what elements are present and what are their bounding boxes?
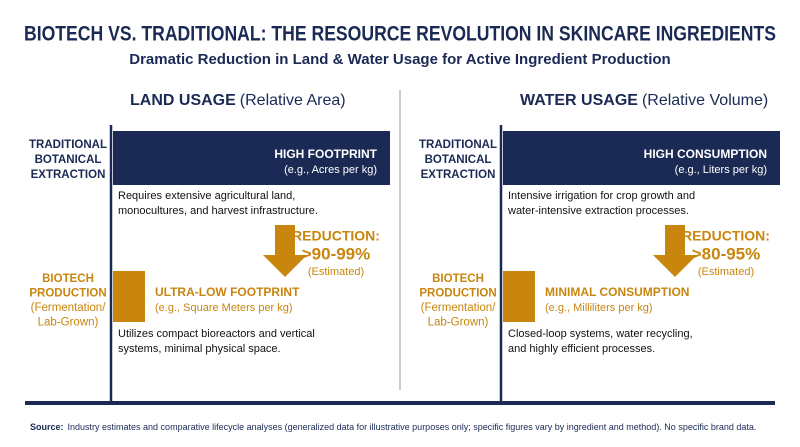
reduction-label: REDUCTION: bbox=[292, 228, 380, 244]
reduction-label: REDUCTION: bbox=[682, 228, 770, 244]
reduction-arrow bbox=[653, 225, 697, 277]
reduction-value: >80-95% bbox=[692, 244, 761, 263]
traditional-title: HIGH CONSUMPTION bbox=[644, 147, 767, 161]
biotech-bar bbox=[113, 271, 145, 322]
panel-header-title: LAND USAGE bbox=[130, 92, 236, 109]
biotech-label: PRODUCTION bbox=[419, 288, 496, 300]
biotech-label: BIOTECH bbox=[42, 273, 94, 285]
biotech-label: PRODUCTION bbox=[29, 288, 106, 300]
biotech-desc: Closed-loop systems, water recycling, bbox=[508, 328, 693, 340]
panel-header: WATER USAGE (Relative Volume) bbox=[520, 92, 768, 109]
reduction-note: (Estimated) bbox=[698, 266, 754, 278]
reduction-arrow bbox=[263, 225, 307, 277]
source-text: Industry estimates and comparative lifec… bbox=[68, 422, 757, 432]
panel-header-note: (Relative Area) bbox=[240, 92, 346, 109]
biotech-note: (e.g., Square Meters per kg) bbox=[155, 302, 293, 314]
biotech-label: (Fermentation/ bbox=[421, 302, 497, 314]
traditional-note: (e.g., Liters per kg) bbox=[675, 164, 767, 176]
biotech-desc: and highly efficient processes. bbox=[508, 343, 655, 355]
traditional-bar bbox=[113, 131, 390, 185]
biotech-label: BIOTECH bbox=[432, 273, 484, 285]
biotech-label: Lab-Grown) bbox=[428, 317, 489, 329]
traditional-label: TRADITIONAL bbox=[29, 139, 107, 151]
traditional-desc: Intensive irrigation for crop growth and bbox=[508, 190, 695, 202]
biotech-note: (e.g., Milliliters per kg) bbox=[545, 302, 653, 314]
biotech-title: MINIMAL CONSUMPTION bbox=[545, 285, 689, 299]
panel-header: LAND USAGE (Relative Area) bbox=[130, 92, 346, 109]
traditional-note: (e.g., Acres per kg) bbox=[284, 164, 377, 176]
source: Source: Industry estimates and comparativ… bbox=[30, 422, 756, 432]
traditional-title: HIGH FOOTPRINT bbox=[274, 147, 377, 161]
panel-header-note: (Relative Volume) bbox=[642, 92, 768, 109]
title: BIOTECH VS. TRADITIONAL: THE RESOURCE RE… bbox=[24, 23, 776, 46]
subtitle: Dramatic Reduction in Land & Water Usage… bbox=[129, 51, 670, 68]
reduction-note: (Estimated) bbox=[308, 266, 364, 278]
traditional-desc: Requires extensive agricultural land, bbox=[118, 190, 295, 202]
traditional-label: BOTANICAL bbox=[35, 154, 102, 166]
traditional-label: EXTRACTION bbox=[31, 169, 106, 181]
panel-header-title: WATER USAGE bbox=[520, 92, 638, 109]
biotech-label: Lab-Grown) bbox=[38, 317, 99, 329]
biotech-desc: systems, minimal physical space. bbox=[118, 343, 281, 355]
biotech-label: (Fermentation/ bbox=[31, 302, 107, 314]
traditional-bar bbox=[503, 131, 780, 185]
source-label: Source: bbox=[30, 422, 64, 432]
reduction-value: >90-99% bbox=[302, 244, 371, 263]
traditional-label: TRADITIONAL bbox=[419, 139, 497, 151]
traditional-desc: water-intensive extraction processes. bbox=[507, 205, 689, 217]
biotech-desc: Utilizes compact bioreactors and vertica… bbox=[118, 328, 315, 340]
traditional-desc: monocultures, and harvest infrastructure… bbox=[118, 205, 318, 217]
traditional-label: BOTANICAL bbox=[425, 154, 492, 166]
traditional-label: EXTRACTION bbox=[421, 169, 496, 181]
biotech-bar bbox=[503, 271, 535, 322]
biotech-title: ULTRA-LOW FOOTPRINT bbox=[155, 285, 300, 299]
